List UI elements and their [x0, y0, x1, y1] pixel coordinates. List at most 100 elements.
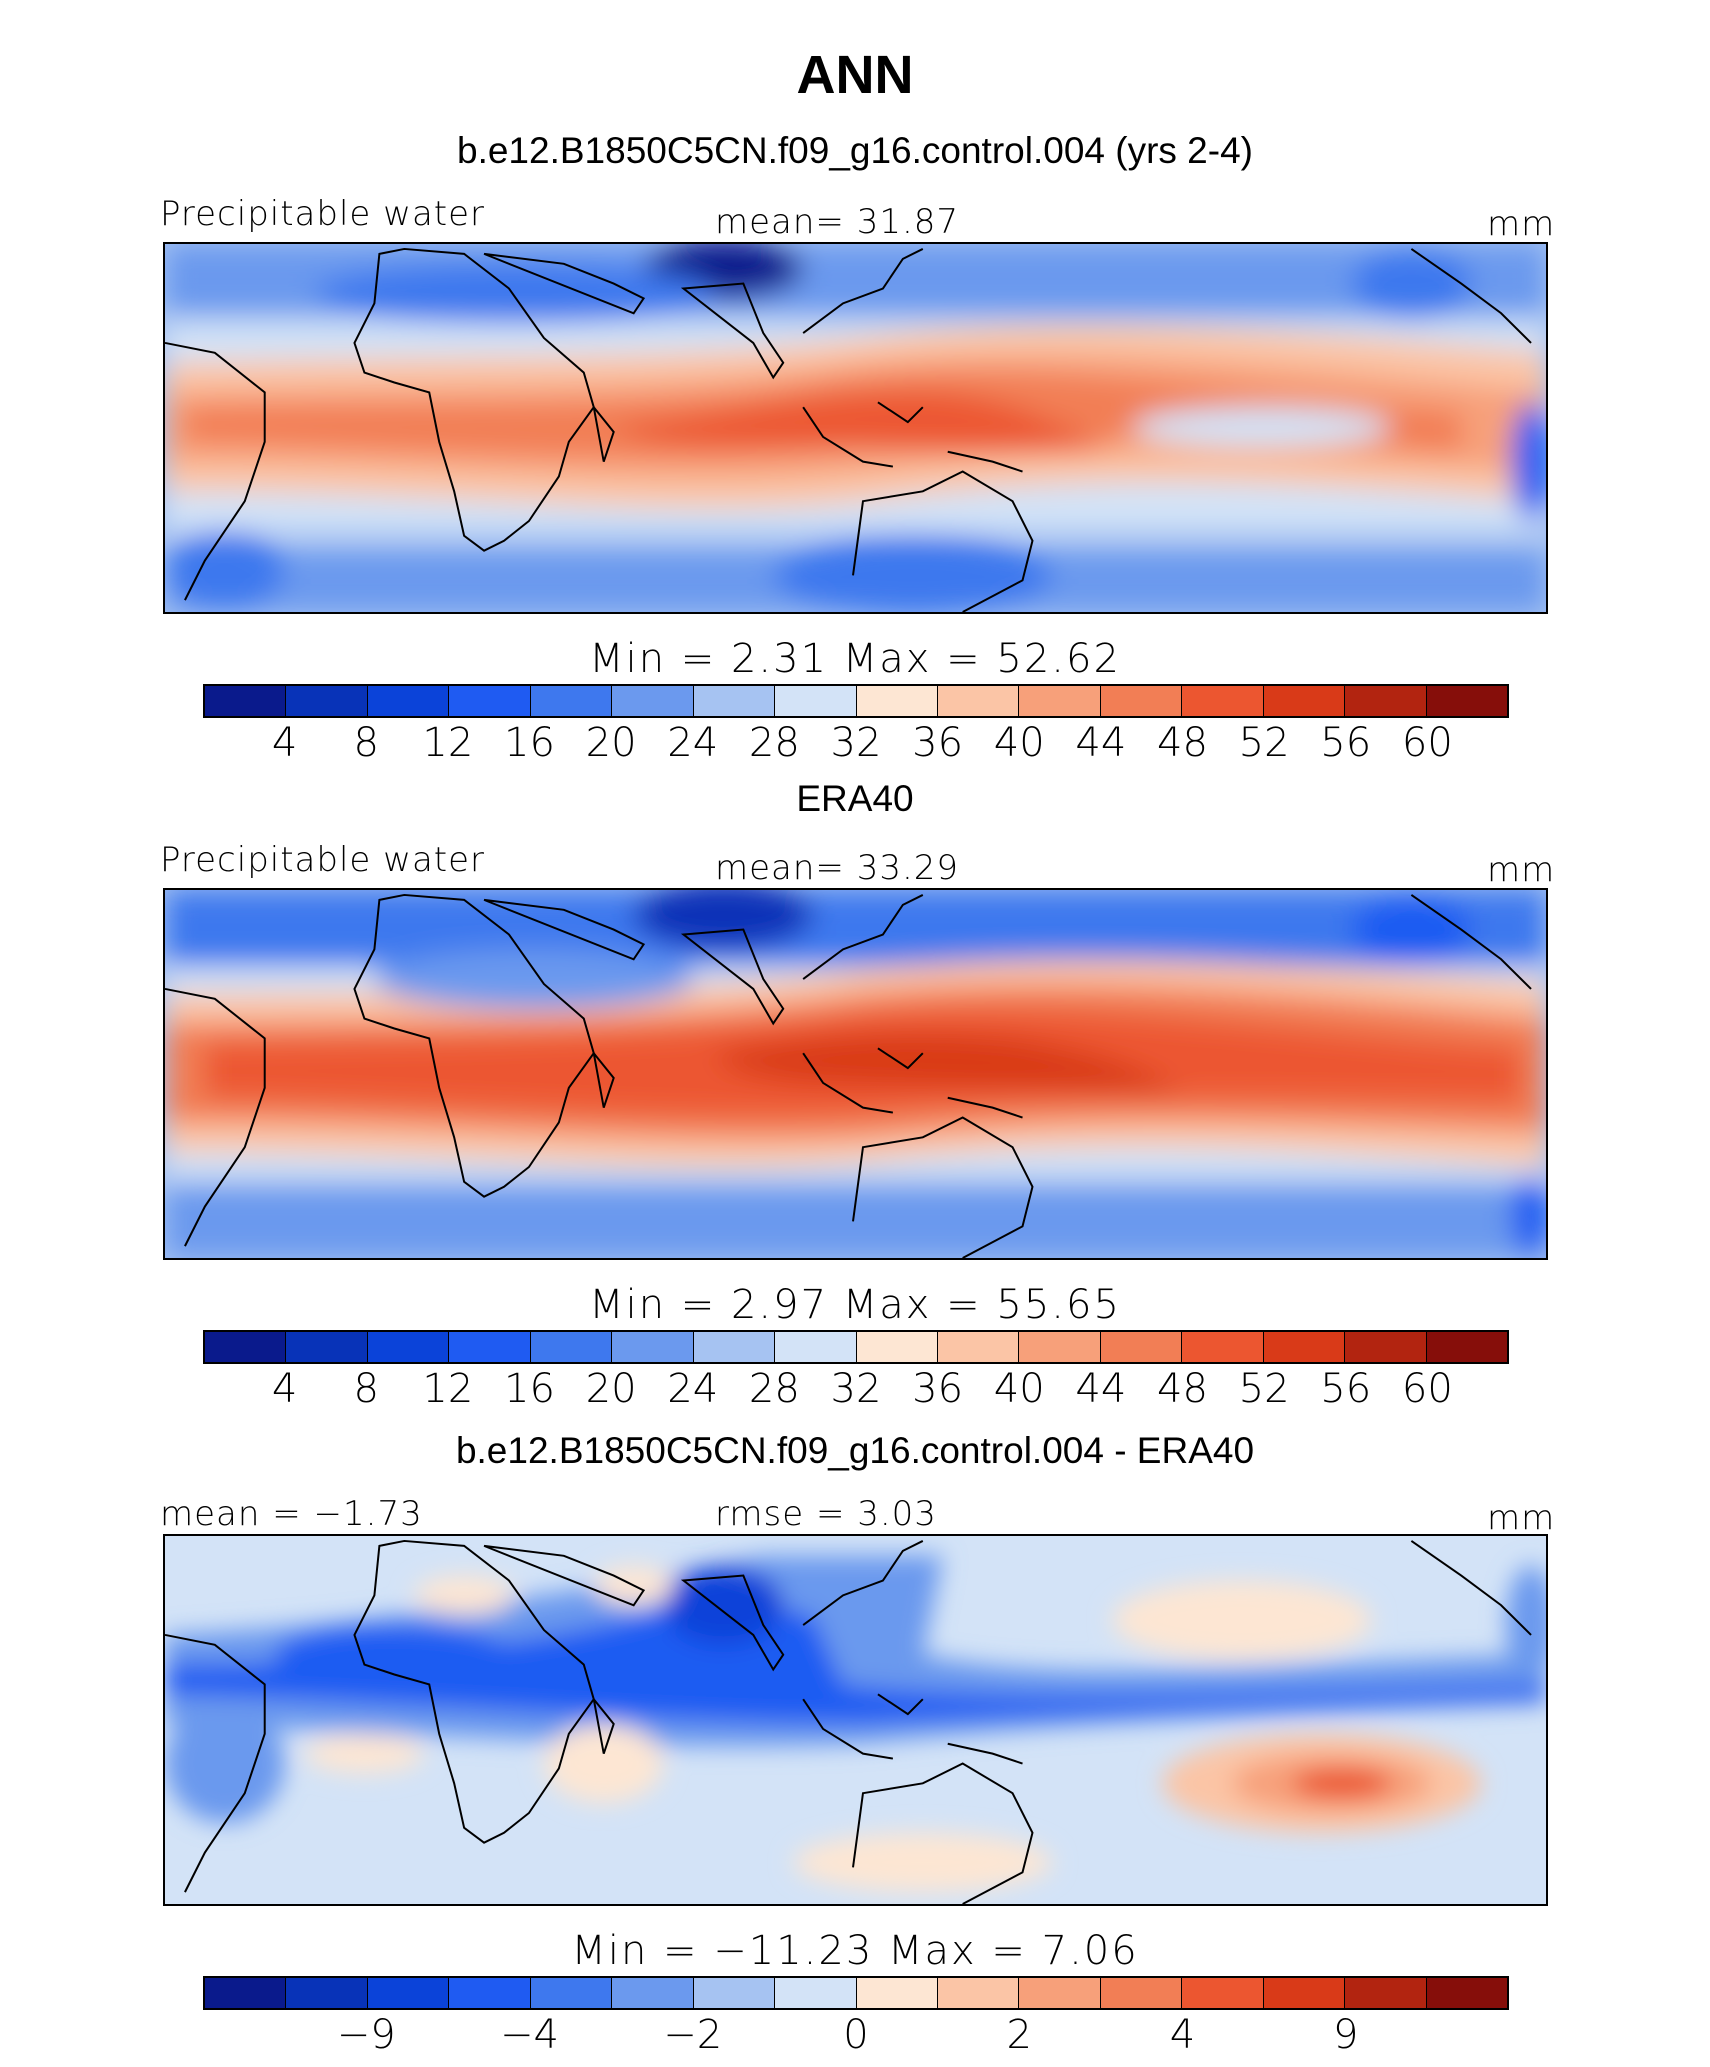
colorbar-tick-label: 4 — [271, 720, 298, 766]
panel-3-units-label: mm — [1487, 1498, 1556, 1538]
panel-2-min-max: Min = 2.97 Max = 55.65 — [589, 1282, 1121, 1328]
colorbar-swatch — [1426, 1978, 1507, 2008]
colorbar-swatch — [1019, 1332, 1101, 1362]
panel-2-variable-label: Precipitable water — [160, 840, 486, 880]
panel-3-map — [163, 1534, 1548, 1906]
colorbar-tick-label: 2 — [1006, 2012, 1032, 2058]
panel-3-rmse-label: rmse = 3.03 — [715, 1494, 937, 1534]
colorbar-swatch — [1100, 1332, 1183, 1362]
colorbar-tick-label: 12 — [422, 720, 474, 766]
colorbar-tick-label: 24 — [667, 1366, 719, 1412]
panel-1-variable-label: Precipitable water — [160, 194, 486, 234]
figure-title: ANN — [796, 45, 914, 105]
colorbar-tick-label: 52 — [1238, 720, 1290, 766]
colorbar-swatch — [1345, 1978, 1427, 2008]
colorbar-swatch — [530, 1978, 613, 2008]
colorbar-swatch — [693, 1978, 776, 2008]
colorbar-tick-label: −9 — [336, 2012, 396, 2058]
colorbar-swatch — [1100, 1978, 1183, 2008]
colorbar-tick-label: 32 — [830, 1366, 882, 1412]
colorbar-tick-label: 48 — [1157, 1366, 1208, 1412]
colorbar-tick-label: 9 — [1333, 2012, 1359, 2058]
colorbar-tick-label: 4 — [271, 1366, 298, 1412]
colorbar-swatch — [1345, 686, 1427, 716]
colorbar-tick-label: 8 — [353, 1366, 379, 1412]
panel-2-colorbar-ticks: 4 8 12 16 20 24 28 32 36 40 44 48 52 56 60 — [0, 1366, 1710, 1416]
colorbar-swatch — [856, 1978, 938, 2008]
colorbar-tick-label: 16 — [504, 720, 555, 766]
colorbar-tick-label: 12 — [422, 1366, 474, 1412]
colorbar-tick-label: 24 — [667, 720, 719, 766]
colorbar-swatch — [1182, 1332, 1264, 1362]
colorbar-swatch — [286, 1332, 368, 1362]
colorbar-swatch — [367, 686, 450, 716]
colorbar-tick-label: 44 — [1075, 720, 1127, 766]
colorbar-swatch — [530, 686, 613, 716]
colorbar-swatch — [449, 1332, 531, 1362]
colorbar-tick-label: 32 — [830, 720, 882, 766]
colorbar-tick-label: 56 — [1320, 1366, 1372, 1412]
colorbar-swatch — [205, 1978, 287, 2008]
colorbar-tick-label: 44 — [1075, 1366, 1127, 1412]
colorbar-tick-label: 60 — [1401, 1366, 1453, 1412]
panel-2-title: ERA40 — [796, 778, 914, 819]
colorbar-swatch — [775, 686, 857, 716]
panel-1-map — [163, 242, 1548, 614]
panel-1-title: b.e12.B1850C5CN.f09_g16.control.004 (yrs… — [457, 130, 1253, 171]
colorbar-swatch — [1263, 686, 1346, 716]
colorbar-swatch — [1019, 1978, 1101, 2008]
colorbar-tick-label: 4 — [1169, 2012, 1196, 2058]
colorbar-tick-label: 20 — [585, 1366, 637, 1412]
colorbar-tick-label: −2 — [663, 2012, 723, 2058]
colorbar-swatch — [856, 686, 938, 716]
colorbar-swatch — [1345, 1332, 1427, 1362]
panel-3-mean-label: mean = −1.73 — [160, 1494, 423, 1534]
colorbar-swatch — [775, 1332, 857, 1362]
colorbar-tick-label: 8 — [353, 720, 379, 766]
panel-2-map — [163, 888, 1548, 1260]
colorbar-swatch — [449, 686, 531, 716]
colorbar-swatch — [1100, 686, 1183, 716]
colorbar-swatch — [367, 1332, 450, 1362]
panel-2-units-label: mm — [1487, 850, 1556, 890]
colorbar-swatch — [286, 686, 368, 716]
colorbar-swatch — [775, 1978, 857, 2008]
colorbar-swatch — [693, 1332, 776, 1362]
panel-3-colorbar — [203, 1976, 1509, 2010]
colorbar-swatch — [612, 1978, 694, 2008]
colorbar-swatch — [1426, 1332, 1507, 1362]
colorbar-swatch — [205, 686, 287, 716]
colorbar-swatch — [937, 1978, 1020, 2008]
panel-1-units-label: mm — [1487, 204, 1556, 244]
colorbar-swatch — [612, 1332, 694, 1362]
colorbar-tick-label: 20 — [585, 720, 637, 766]
panel-2-colorbar — [203, 1330, 1509, 1364]
colorbar-swatch — [449, 1978, 531, 2008]
colorbar-tick-label: 36 — [912, 1366, 964, 1412]
panel-3-colorbar-ticks: −9 −4 −2 0 2 4 9 — [0, 2012, 1710, 2062]
colorbar-tick-label: 36 — [912, 720, 964, 766]
colorbar-swatch — [1263, 1978, 1346, 2008]
colorbar-tick-label: 28 — [748, 1366, 800, 1412]
colorbar-tick-label: 40 — [993, 1366, 1045, 1412]
colorbar-swatch — [612, 686, 694, 716]
colorbar-swatch — [937, 686, 1020, 716]
colorbar-tick-label: 28 — [748, 720, 800, 766]
colorbar-tick-label: −4 — [500, 2012, 559, 2058]
colorbar-swatch — [367, 1978, 450, 2008]
colorbar-swatch — [1426, 686, 1507, 716]
colorbar-tick-label: 48 — [1157, 720, 1208, 766]
colorbar-swatch — [856, 1332, 938, 1362]
colorbar-tick-label: 56 — [1320, 720, 1372, 766]
colorbar-tick-label: 60 — [1401, 720, 1453, 766]
colorbar-swatch — [205, 1332, 287, 1362]
colorbar-swatch — [1263, 1332, 1346, 1362]
colorbar-tick-label: 16 — [504, 1366, 555, 1412]
colorbar-swatch — [1182, 686, 1264, 716]
panel-1-colorbar — [203, 684, 1509, 718]
panel-3-title: b.e12.B1850C5CN.f09_g16.control.004 - ER… — [455, 1430, 1255, 1471]
colorbar-swatch — [530, 1332, 613, 1362]
colorbar-swatch — [1182, 1978, 1264, 2008]
colorbar-swatch — [937, 1332, 1020, 1362]
colorbar-tick-label: 52 — [1238, 1366, 1290, 1412]
